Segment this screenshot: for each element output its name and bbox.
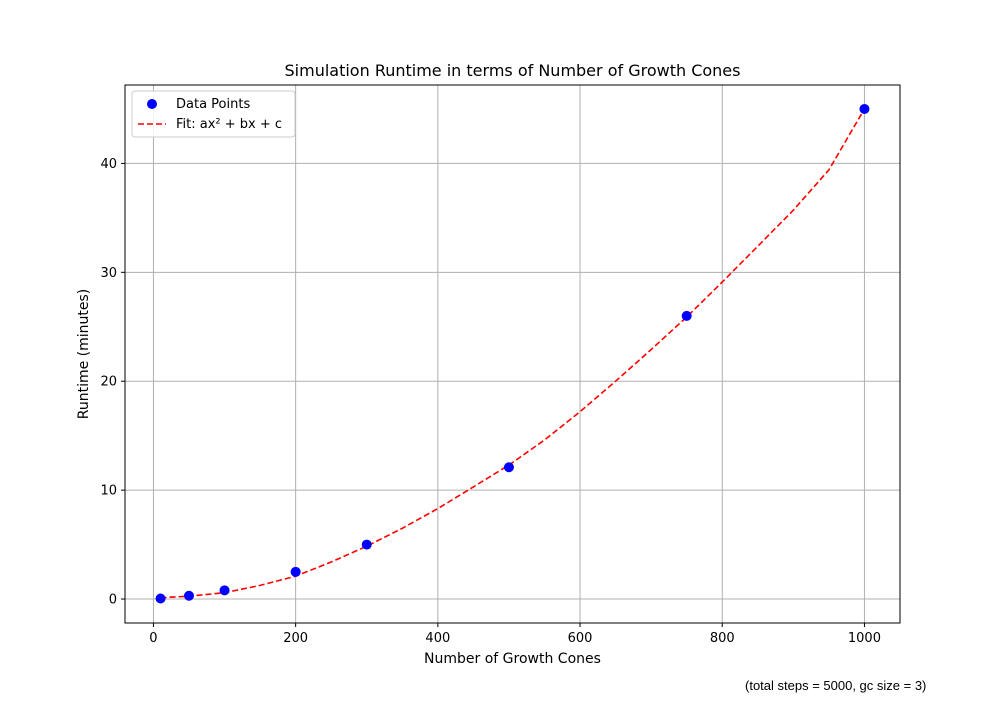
plot-frame — [124, 84, 901, 624]
y-tick-label: 0 — [109, 593, 117, 608]
data-point — [290, 566, 301, 577]
data-point — [219, 585, 230, 596]
x-tick-label: 1000 — [848, 631, 881, 646]
data-point — [155, 593, 166, 604]
data-point — [361, 539, 372, 550]
data-point — [681, 310, 692, 321]
x-tick-label: 200 — [283, 631, 308, 646]
y-tick-label: 10 — [100, 484, 117, 499]
y-axis-label: Runtime (minutes) — [76, 289, 92, 420]
y-tick-label: 30 — [100, 266, 117, 281]
legend-label-fit: Fit: ax² + bx + c — [176, 117, 282, 132]
x-axis-label: Number of Growth Cones — [424, 651, 601, 667]
x-tick-label: 600 — [568, 631, 593, 646]
legend-box — [131, 90, 296, 138]
x-tick-label: 800 — [710, 631, 735, 646]
fit-curve — [160, 108, 866, 599]
grid — [125, 85, 900, 623]
y-tick-label: 20 — [100, 375, 117, 390]
legend-label-points: Data Points — [176, 97, 250, 112]
fit-curve-layer — [160, 108, 866, 599]
legend: Data Points Fit: ax² + bx + c — [131, 90, 296, 138]
footnote: (total steps = 5000, gc size = 3) — [745, 678, 927, 693]
chart-title: Simulation Runtime in terms of Number of… — [285, 61, 741, 80]
data-point — [859, 103, 870, 114]
x-tick-label: 0 — [149, 631, 157, 646]
x-tick-label: 400 — [425, 631, 450, 646]
data-point — [503, 462, 514, 473]
data-point — [183, 590, 194, 601]
ticks: 0 200 400 600 800 1000 0 10 20 30 40 — [100, 157, 881, 646]
y-tick-label: 40 — [100, 157, 117, 172]
legend-marker-points — [147, 99, 157, 109]
data-points-layer — [155, 103, 870, 604]
